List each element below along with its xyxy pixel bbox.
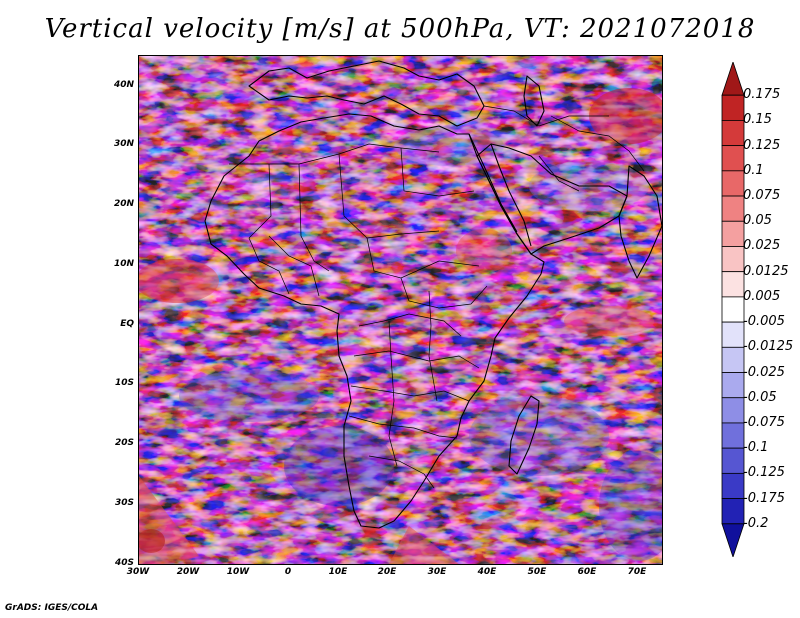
colorbar-swatch bbox=[721, 246, 745, 273]
lon-tick-label: 50E bbox=[527, 567, 547, 577]
colorbar-swatch bbox=[721, 220, 745, 247]
lon-tick-label: 10W bbox=[226, 567, 250, 577]
colorbar-swatch bbox=[721, 472, 745, 499]
chart-title: Vertical velocity [m/s] at 500hPa, VT: 2… bbox=[44, 14, 756, 44]
lat-tick-label: 40N bbox=[113, 80, 134, 90]
colorbar-label: -0.05 bbox=[743, 389, 777, 405]
grads-credit: GrADS: IGES/COLA bbox=[5, 603, 99, 613]
caspian-coast bbox=[523, 75, 545, 127]
lon-tick-label: 60E bbox=[577, 567, 597, 577]
india-coast bbox=[618, 165, 662, 279]
lon-tick-label: 30W bbox=[126, 567, 150, 577]
madagascar-coast bbox=[508, 395, 540, 475]
colorbar-label: -0.025 bbox=[743, 364, 785, 380]
africa-coast bbox=[204, 113, 545, 529]
colorbar-label: -0.075 bbox=[743, 414, 785, 430]
colorbar-swatch bbox=[721, 94, 745, 121]
colorbar-label: 0.05 bbox=[743, 213, 772, 229]
lat-tick-label: 10N bbox=[113, 259, 134, 269]
map-field bbox=[139, 56, 662, 564]
colorbar-swatch bbox=[721, 397, 745, 424]
lon-tick-label: 20W bbox=[176, 567, 200, 577]
colorbar-swatch bbox=[721, 321, 745, 348]
colorbar-label: 0.175 bbox=[743, 87, 781, 103]
colorbar-swatch bbox=[721, 271, 745, 298]
lon-tick-label: 30E bbox=[427, 567, 447, 577]
lon-tick-label: 10E bbox=[328, 567, 348, 577]
coastlines bbox=[204, 60, 662, 529]
lon-tick-label: 40E bbox=[477, 567, 497, 577]
colorbar-swatch bbox=[721, 145, 745, 172]
europe-coast bbox=[248, 60, 485, 127]
lat-tick-label: 30S bbox=[114, 498, 134, 508]
colorbar-swatch bbox=[721, 346, 745, 373]
colorbar-swatch bbox=[721, 296, 745, 323]
colorbar-label: 0.025 bbox=[743, 238, 781, 254]
lat-tick-label: 40S bbox=[114, 558, 134, 568]
colorbar-swatch bbox=[721, 422, 745, 449]
colorbar-label: -0.1 bbox=[743, 440, 769, 456]
lon-tick-label: 0 bbox=[284, 567, 292, 577]
colorbar-label: 0.0125 bbox=[743, 263, 789, 279]
colorbar-swatch bbox=[721, 62, 745, 96]
colorbar-swatch bbox=[721, 523, 745, 557]
colorbar-label: 0.1 bbox=[743, 162, 764, 178]
lat-tick-label: 20N bbox=[113, 199, 134, 209]
colorbar-swatch bbox=[721, 195, 745, 222]
colorbar-label: -0.0125 bbox=[743, 339, 794, 355]
colorbar-swatch bbox=[721, 372, 745, 399]
map-plot bbox=[138, 55, 663, 565]
colorbar-swatch bbox=[721, 170, 745, 197]
country-borders bbox=[229, 105, 645, 489]
colorbar-label: 0.125 bbox=[743, 137, 781, 153]
lat-tick-label: EQ bbox=[120, 319, 134, 329]
lat-tick-label: 30N bbox=[113, 139, 134, 149]
colorbar-label: -0.005 bbox=[743, 314, 785, 330]
lat-tick-label: 10S bbox=[114, 378, 134, 388]
lon-tick-label: 70E bbox=[627, 567, 647, 577]
colorbar-label: 0.075 bbox=[743, 188, 781, 204]
lon-tick-label: 20E bbox=[377, 567, 397, 577]
colorbar-label: -0.175 bbox=[743, 490, 785, 506]
colorbar-label: 0.005 bbox=[743, 288, 781, 304]
colorbar-label: -0.2 bbox=[743, 515, 769, 531]
colorbar-swatch bbox=[721, 120, 745, 147]
colorbar-swatch bbox=[721, 498, 745, 525]
colorbar-swatch bbox=[721, 447, 745, 474]
colorbar-label: 0.15 bbox=[743, 112, 772, 128]
lat-tick-label: 20S bbox=[114, 438, 134, 448]
colorbar-label: -0.125 bbox=[743, 465, 785, 481]
colorbar bbox=[721, 62, 745, 557]
